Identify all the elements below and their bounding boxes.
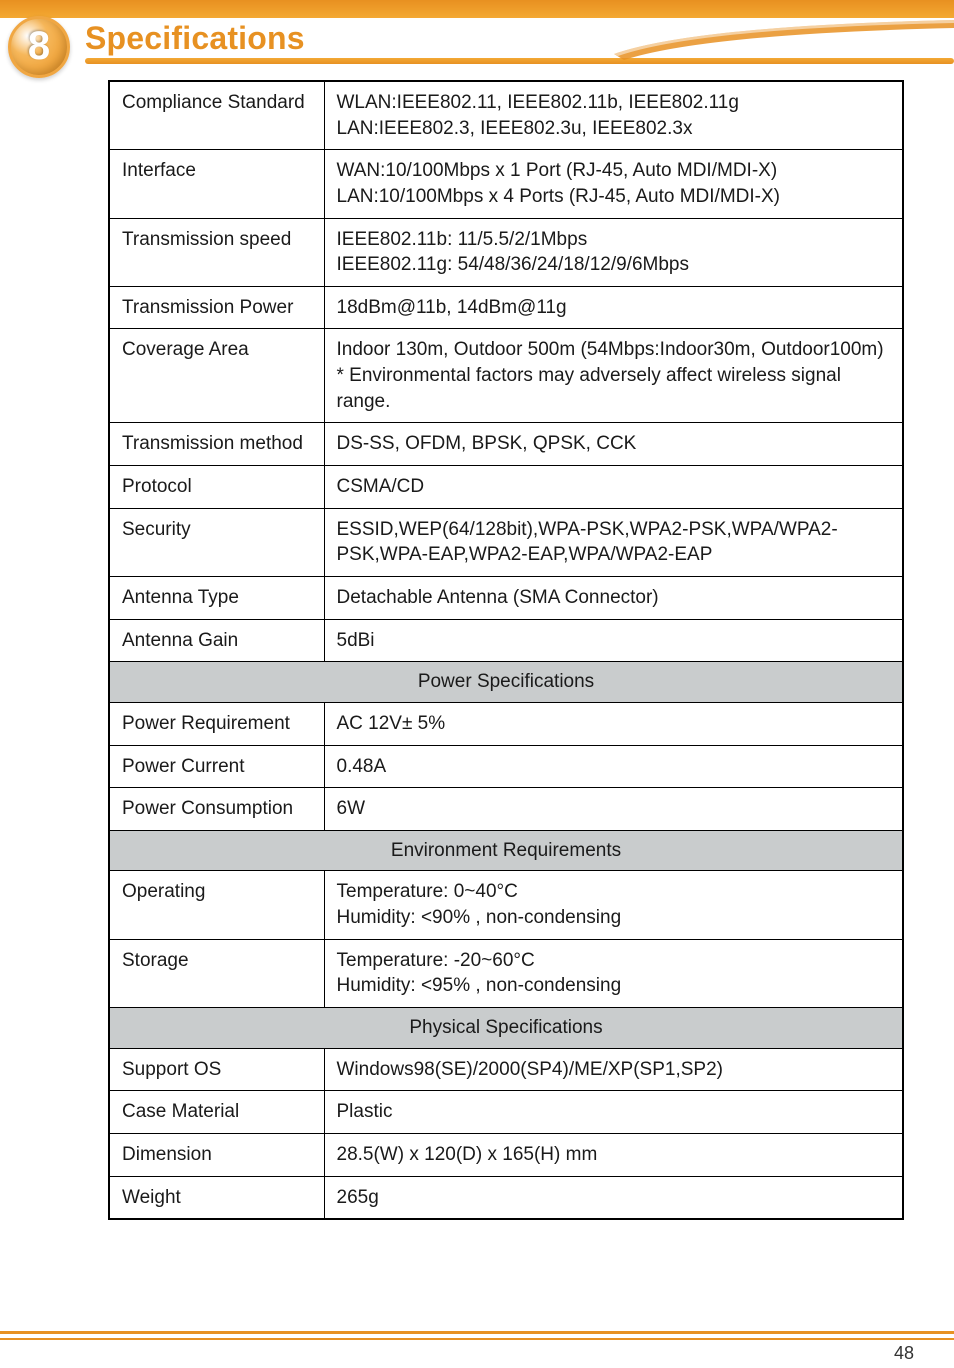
table-row: Dimension28.5(W) x 120(D) x 165(H) mm [109, 1133, 903, 1176]
table-row: Support OSWindows98(SE)/2000(SP4)/ME/XP(… [109, 1048, 903, 1091]
spec-value: Temperature: 0~40°CHumidity: <90% , non-… [324, 871, 903, 939]
section-header-row: Environment Requirements [109, 830, 903, 871]
table-row: OperatingTemperature: 0~40°CHumidity: <9… [109, 871, 903, 939]
table-row: Coverage AreaIndoor 130m, Outdoor 500m (… [109, 329, 903, 423]
spec-label: Transmission method [109, 423, 324, 466]
table-row: SecurityESSID,WEP(64/128bit),WPA-PSK,WPA… [109, 508, 903, 576]
spec-value: AC 12V± 5% [324, 702, 903, 745]
table-row: Transmission speedIEEE802.11b: 11/5.5/2/… [109, 218, 903, 286]
table-row: Case MaterialPlastic [109, 1091, 903, 1134]
spec-label: Weight [109, 1176, 324, 1219]
title-container: Specifications [85, 20, 954, 58]
spec-value: 265g [324, 1176, 903, 1219]
table-row: Power Consumption6W [109, 788, 903, 831]
spec-value: ESSID,WEP(64/128bit),WPA-PSK,WPA2-PSK,WP… [324, 508, 903, 576]
page-number: 48 [894, 1343, 914, 1364]
table-row: Power RequirementAC 12V± 5% [109, 702, 903, 745]
spec-label: Protocol [109, 466, 324, 509]
spec-label: Transmission Power [109, 286, 324, 329]
chapter-number: 8 [28, 26, 50, 66]
title-underline [85, 58, 954, 64]
spec-label: Antenna Gain [109, 619, 324, 662]
spec-label: Interface [109, 150, 324, 218]
spec-value: Temperature: -20~60°CHumidity: <95% , no… [324, 939, 903, 1007]
specifications-table: Compliance StandardWLAN:IEEE802.11, IEEE… [108, 80, 904, 1220]
spec-value: 6W [324, 788, 903, 831]
top-stripe [0, 0, 954, 18]
table-row: StorageTemperature: -20~60°CHumidity: <9… [109, 939, 903, 1007]
spec-label: Support OS [109, 1048, 324, 1091]
spec-value: CSMA/CD [324, 466, 903, 509]
spec-value: Indoor 130m, Outdoor 500m (54Mbps:Indoor… [324, 329, 903, 423]
section-title: Specifications [85, 20, 305, 56]
spec-label: Power Requirement [109, 702, 324, 745]
section-header-row: Physical Specifications [109, 1008, 903, 1049]
footer-line-thin [0, 1338, 954, 1340]
spec-value: WLAN:IEEE802.11, IEEE802.11b, IEEE802.11… [324, 81, 903, 150]
spec-value: 5dBi [324, 619, 903, 662]
spec-value: Detachable Antenna (SMA Connector) [324, 576, 903, 619]
chapter-badge: 8 [0, 8, 78, 86]
table-row: Antenna TypeDetachable Antenna (SMA Conn… [109, 576, 903, 619]
page-header: Specifications 8 [0, 0, 954, 80]
spec-label: Coverage Area [109, 329, 324, 423]
spec-value: WAN:10/100Mbps x 1 Port (RJ-45, Auto MDI… [324, 150, 903, 218]
spec-label: Operating [109, 871, 324, 939]
table-row: Antenna Gain5dBi [109, 619, 903, 662]
section-heading: Environment Requirements [109, 830, 903, 871]
spec-label: Case Material [109, 1091, 324, 1134]
spec-label: Antenna Type [109, 576, 324, 619]
spec-value: 28.5(W) x 120(D) x 165(H) mm [324, 1133, 903, 1176]
footer-line [0, 1331, 954, 1334]
section-heading: Power Specifications [109, 662, 903, 703]
spec-label: Storage [109, 939, 324, 1007]
spec-value: 0.48A [324, 745, 903, 788]
section-heading: Physical Specifications [109, 1008, 903, 1049]
spec-label: Power Consumption [109, 788, 324, 831]
spec-value: Windows98(SE)/2000(SP4)/ME/XP(SP1,SP2) [324, 1048, 903, 1091]
section-header-row: Power Specifications [109, 662, 903, 703]
spec-value: 18dBm@11b, 14dBm@11g [324, 286, 903, 329]
table-row: Compliance StandardWLAN:IEEE802.11, IEEE… [109, 81, 903, 150]
content-area: Compliance StandardWLAN:IEEE802.11, IEEE… [0, 80, 954, 1220]
spec-value: Plastic [324, 1091, 903, 1134]
spec-label: Power Current [109, 745, 324, 788]
table-row: Transmission methodDS-SS, OFDM, BPSK, QP… [109, 423, 903, 466]
table-row: InterfaceWAN:10/100Mbps x 1 Port (RJ-45,… [109, 150, 903, 218]
spec-value: IEEE802.11b: 11/5.5/2/1MbpsIEEE802.11g: … [324, 218, 903, 286]
table-row: Power Current0.48A [109, 745, 903, 788]
spec-label: Transmission speed [109, 218, 324, 286]
page-footer: 48 [0, 1328, 954, 1368]
table-row: ProtocolCSMA/CD [109, 466, 903, 509]
table-row: Weight265g [109, 1176, 903, 1219]
chapter-circle: 8 [8, 16, 70, 78]
spec-label: Compliance Standard [109, 81, 324, 150]
table-row: Transmission Power18dBm@11b, 14dBm@11g [109, 286, 903, 329]
spec-label: Security [109, 508, 324, 576]
spec-label: Dimension [109, 1133, 324, 1176]
spec-value: DS-SS, OFDM, BPSK, QPSK, CCK [324, 423, 903, 466]
